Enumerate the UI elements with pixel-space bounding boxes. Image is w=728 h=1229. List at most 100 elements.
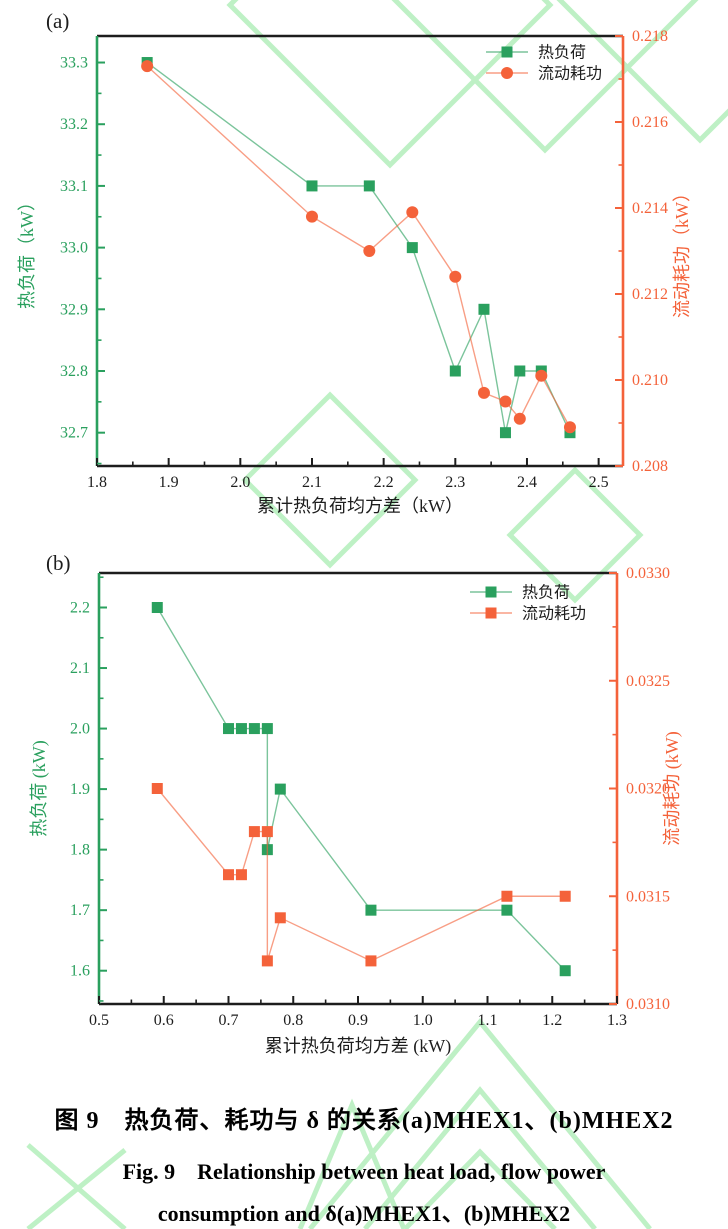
heat-load-series-a (141, 57, 576, 439)
flow-power-point (477, 386, 490, 399)
caption-en-line2: consumption and δ(a)MHEX1、(b)MHEX2 (157, 1201, 571, 1226)
heat-load-point (306, 180, 318, 192)
y-left-tick-label: 32.9 (60, 301, 88, 318)
heat-load-point (235, 723, 247, 735)
legend-marker (485, 586, 497, 598)
heat-load-point (406, 242, 418, 254)
x-tick-label: 0.8 (283, 1012, 303, 1029)
flow-power-point (363, 245, 376, 257)
y-right-axis: 0.0310 0.0315 0.0320 0.0325 0.0330 流动耗功 (kW) (609, 565, 683, 1013)
y-left-axis: 1.6 1.7 1.8 1.9 2.0 2.1 2.2 热负荷 (kW) (29, 576, 107, 1002)
flow-power-line (146, 65, 571, 428)
flow-power-line (156, 788, 566, 962)
flow-power-point (261, 826, 273, 838)
caption-en-line1: Fig. 9 Relationship between heat load, f… (122, 1159, 606, 1184)
y-right-tick-label: 0.0320 (626, 781, 670, 798)
flow-power-point (513, 412, 526, 425)
heat-load-line (146, 61, 571, 433)
chart-b: 0.5 0.6 0.7 0.8 0.9 1.0 1.1 1.2 1.3 累计热负荷均方差 (kW)… (29, 551, 683, 1057)
y-left-axis-title: 热负荷（kW） (17, 193, 37, 309)
y-left-tick-label: 2.0 (70, 721, 90, 738)
y-right-axis-title: 流动耗功 (kW) (662, 731, 683, 845)
y-right-tick-label: 0.218 (632, 28, 668, 45)
flow-power-point (141, 60, 154, 73)
flow-power-point (261, 955, 273, 967)
y-right-tick-label: 0.0330 (626, 565, 670, 582)
y-left-axis: 32.7 32.8 32.9 33.0 33.1 33.2 33.3 热负荷（kW） (17, 55, 105, 465)
heat-load-point (274, 783, 286, 795)
y-left-tick-label: 32.8 (60, 363, 88, 380)
y-left-tick-label: 1.8 (70, 842, 90, 859)
x-tick-label: 2.0 (230, 474, 250, 491)
y-left-tick-label: 1.7 (70, 902, 90, 919)
x-tick-label: 1.1 (478, 1012, 498, 1029)
x-axis-title: 累计热负荷均方差 (kW) (265, 1036, 451, 1057)
y-left-tick-label: 33.1 (60, 178, 88, 195)
chart-a: 1.8 1.9 2.0 2.1 2.2 2.3 2.4 2.5 累计热负荷均方差（kW） 32.7… (17, 9, 692, 516)
x-tick-label: 0.7 (219, 1012, 239, 1029)
y-left-tick-label: 2.1 (70, 660, 90, 677)
x-tick-label: 1.2 (542, 1012, 562, 1029)
x-tick-label: 2.4 (517, 474, 537, 491)
y-right-tick-label: 0.210 (632, 372, 668, 389)
panel-label-a: (a) (46, 9, 69, 33)
legend-marker (501, 46, 513, 58)
x-tick-label: 0.6 (154, 1012, 174, 1029)
x-tick-label: 0.9 (348, 1012, 368, 1029)
heat-load-point (261, 723, 273, 735)
flow-power-point (501, 890, 513, 902)
y-left-tick-label: 33.3 (60, 55, 88, 72)
x-axis: 0.5 0.6 0.7 0.8 0.9 1.0 1.1 1.2 1.3 累计热负荷均方差 (kW) (89, 996, 627, 1057)
heat-load-point (365, 904, 377, 916)
y-right-tick-label: 0.216 (632, 114, 668, 131)
legend-label: 热负荷 (538, 44, 586, 62)
y-left-tick-label: 33.0 (60, 240, 88, 257)
flow-power-point (151, 783, 163, 794)
y-right-tick-label: 0.0315 (626, 888, 670, 905)
flow-power-point (449, 270, 462, 283)
heat-load-point (223, 723, 234, 735)
flow-power-point (535, 369, 548, 382)
flow-power-point (223, 869, 234, 881)
flow-power-point (563, 421, 576, 434)
x-tick-label: 2.5 (589, 474, 609, 491)
x-tick-label: 1.9 (159, 474, 179, 491)
heat-load-point (514, 365, 526, 377)
y-left-tick-label: 1.6 (70, 963, 90, 980)
x-tick-label: 1.0 (413, 1012, 433, 1029)
x-tick-label: 0.5 (89, 1012, 109, 1029)
legend-label: 热负荷 (522, 584, 570, 602)
legend-marker (485, 607, 497, 619)
y-right-tick-label: 0.212 (632, 286, 668, 303)
flow-power-point (248, 826, 260, 838)
legend-label: 流动耗功 (538, 65, 602, 83)
y-right-tick-label: 0.208 (632, 458, 668, 475)
heat-load-point (478, 303, 490, 315)
y-left-tick-label: 32.7 (60, 425, 88, 442)
y-right-tick-label: 0.0325 (626, 673, 670, 690)
flow-power-series-b (151, 783, 571, 967)
heat-load-point (499, 427, 511, 439)
y-right-tick-label: 0.0310 (626, 996, 670, 1013)
heat-load-point (151, 602, 163, 614)
flow-power-point (305, 210, 318, 223)
x-axis: 1.8 1.9 2.0 2.1 2.2 2.3 2.4 2.5 累计热负荷均方差（kW） (87, 458, 609, 516)
heat-load-point (248, 723, 260, 735)
flow-power-series-a (141, 60, 576, 434)
flow-power-point (365, 955, 377, 967)
heat-load-line (156, 607, 566, 972)
y-right-tick-label: 0.214 (632, 200, 668, 217)
y-left-tick-label: 33.2 (60, 116, 88, 133)
x-tick-label: 1.3 (607, 1012, 627, 1029)
flow-power-point (406, 206, 419, 219)
x-tick-label: 1.8 (87, 474, 107, 491)
y-left-tick-label: 2.2 (70, 600, 90, 617)
legend-label: 流动耗功 (522, 605, 586, 623)
panel-label-b: (b) (46, 551, 71, 575)
caption-zh: 图 9 热负荷、耗功与 δ 的关系(a)MHEX1、(b)MHEX2 (54, 1108, 674, 1134)
flow-power-point (499, 395, 512, 408)
heat-load-point (559, 965, 571, 977)
